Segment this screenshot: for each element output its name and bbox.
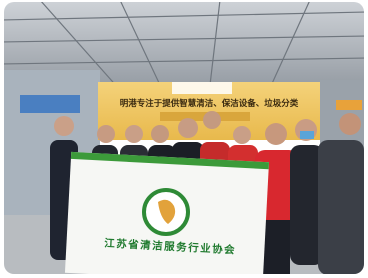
page: {"photo": {"booth_headline": "明港专注于提供智慧清…: [0, 0, 368, 278]
right-sign: [336, 100, 362, 110]
booth-logo: [172, 82, 232, 94]
photo: 明港专注于提供智慧清洁、保洁设备、垃圾分类 江苏省清洁服务行业协会: [0, 0, 368, 278]
flag: 江苏省清洁服务行业协会: [65, 152, 269, 278]
scene: 明港专注于提供智慧清洁、保洁设备、垃圾分类 江苏省清洁服务行业协会: [0, 0, 368, 278]
left-sign: [20, 95, 80, 113]
booth-headline: 明港专注于提供智慧清洁、保洁设备、垃圾分类: [120, 98, 299, 109]
